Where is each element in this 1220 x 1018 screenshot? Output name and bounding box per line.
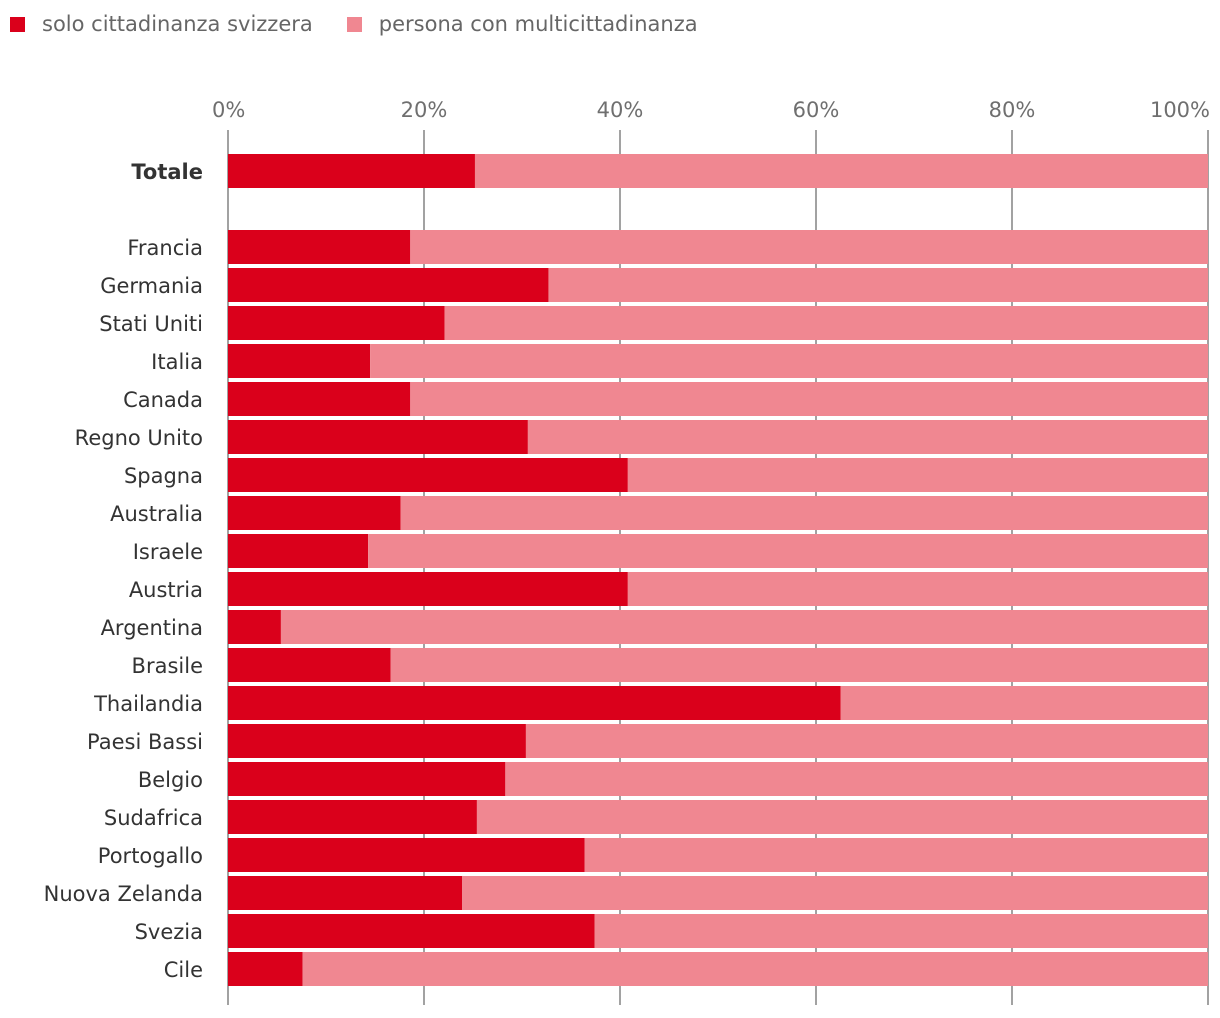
legend-label-multi-citizenship: persona con multicittadinanza (378, 12, 698, 36)
x-tick-label: 80% (989, 98, 1036, 122)
category-label: Paesi Bassi (87, 730, 203, 754)
bar-segment-multi-citizenship (476, 800, 1208, 834)
bar-segment-swiss-only (228, 914, 595, 948)
bar-segment-multi-citizenship (548, 268, 1208, 302)
bar-segment-swiss-only (228, 154, 475, 188)
legend-item-swiss-only[interactable]: solo cittadinanza svizzera (10, 12, 313, 36)
category-label: Cile (164, 958, 203, 982)
legend-swatch-multi-citizenship (346, 16, 362, 32)
bar-segment-multi-citizenship (410, 382, 1208, 416)
category-label: Sudafrica (104, 806, 203, 830)
x-tick-label: 0% (212, 98, 245, 122)
category-label: Portogallo (98, 844, 203, 868)
bar-segment-swiss-only (228, 230, 411, 264)
x-tick-label: 60% (793, 98, 840, 122)
legend-swatch-swiss-only (10, 16, 25, 32)
bar-segment-swiss-only (228, 496, 401, 530)
bar-segment-multi-citizenship (410, 230, 1208, 264)
bar-segment-multi-citizenship (280, 610, 1208, 644)
category-label: Belgio (138, 768, 203, 792)
bar-segment-swiss-only (228, 762, 506, 796)
bar-segment-swiss-only (228, 724, 526, 758)
bar-segment-multi-citizenship (527, 420, 1208, 454)
bar-segment-swiss-only (228, 268, 549, 302)
bar-segment-swiss-only (228, 306, 445, 340)
category-label: Thailandia (93, 692, 203, 716)
category-label: Israele (133, 540, 203, 564)
bar-segment-multi-citizenship (462, 876, 1209, 910)
bar-segment-swiss-only (228, 800, 477, 834)
bar-segment-swiss-only (228, 876, 463, 910)
bar-segment-swiss-only (228, 952, 303, 986)
category-label: Stati Uniti (99, 312, 203, 336)
category-label: Svezia (135, 920, 203, 944)
bar-segment-multi-citizenship (594, 914, 1208, 948)
x-tick-label: 40% (597, 98, 644, 122)
bar-segment-multi-citizenship (627, 572, 1208, 606)
category-label: Spagna (124, 464, 203, 488)
bar-segment-multi-citizenship (505, 762, 1209, 796)
bar-segment-swiss-only (228, 838, 585, 872)
bar-segment-swiss-only (228, 382, 411, 416)
bar-segment-multi-citizenship (525, 724, 1208, 758)
bar-segment-swiss-only (228, 534, 369, 568)
bar-segment-multi-citizenship (390, 648, 1208, 682)
bar-segment-swiss-only (228, 420, 528, 454)
category-label: Brasile (132, 654, 203, 678)
category-label: Nuova Zelanda (44, 882, 203, 906)
bar-segment-swiss-only (228, 572, 628, 606)
bar-segment-swiss-only (228, 344, 371, 378)
bar-segment-multi-citizenship (474, 154, 1209, 188)
bar-segment-swiss-only (228, 458, 628, 492)
bar-segment-multi-citizenship (444, 306, 1209, 340)
bar-segment-multi-citizenship (627, 458, 1208, 492)
category-label: Regno Unito (75, 426, 203, 450)
category-label: Australia (110, 502, 203, 526)
bar-segment-multi-citizenship (368, 534, 1208, 568)
bar-segment-multi-citizenship (302, 952, 1209, 986)
category-label: Italia (151, 350, 203, 374)
bar-segment-multi-citizenship (370, 344, 1209, 378)
category-label: Canada (123, 388, 203, 412)
bar-segment-multi-citizenship (584, 838, 1208, 872)
bar-segment-swiss-only (228, 610, 281, 644)
x-tick-label: 20% (401, 98, 448, 122)
category-label: Argentina (101, 616, 203, 640)
x-tick-label: 100% (1150, 98, 1210, 122)
bar-segment-swiss-only (228, 648, 391, 682)
legend-item-multi-citizenship[interactable]: persona con multicittadinanza (346, 12, 698, 36)
category-label: Austria (129, 578, 203, 602)
legend-label-swiss-only: solo cittadinanza svizzera (42, 12, 313, 36)
category-label: Francia (127, 236, 203, 260)
bar-segment-swiss-only (228, 686, 841, 720)
category-label: Germania (100, 274, 203, 298)
legend: solo cittadinanza svizzera persona con m… (10, 12, 732, 36)
category-label: Totale (131, 160, 203, 184)
bar-segment-multi-citizenship (400, 496, 1209, 530)
bar-segment-multi-citizenship (840, 686, 1208, 720)
